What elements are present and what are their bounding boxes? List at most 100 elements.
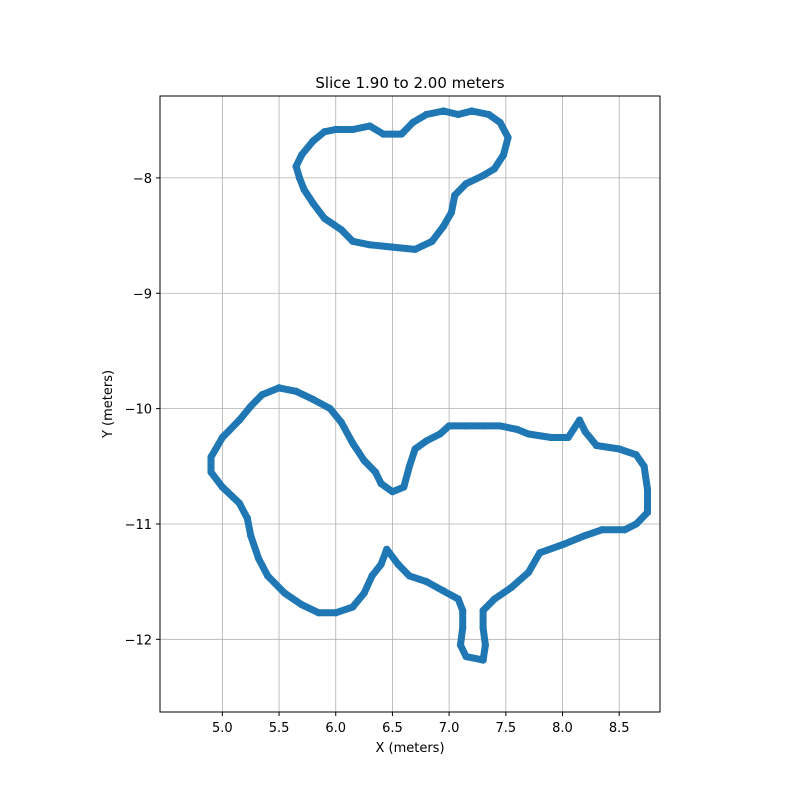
scatter-point (309, 199, 317, 207)
scatter-point (368, 572, 376, 580)
scatter-point (295, 174, 304, 182)
scatter-point (428, 237, 436, 245)
scatter-point (377, 479, 385, 488)
scatter-point (394, 560, 402, 568)
scatter-point (281, 589, 289, 597)
scatter-point (366, 122, 374, 130)
scatter-point (320, 214, 328, 222)
scatter-point (360, 456, 368, 465)
scatter-point (337, 418, 346, 427)
scatter-point (388, 130, 397, 138)
scatter-point (592, 441, 601, 450)
scatter-point (621, 526, 629, 534)
scatter-point (581, 531, 589, 540)
x-tick-label: 6.0 (325, 721, 346, 736)
scatter-point (598, 526, 606, 534)
scatter-point (315, 609, 323, 617)
scatter-point (255, 554, 263, 563)
scatter-point (405, 572, 414, 580)
scatter-point (558, 541, 567, 549)
scatter-point (459, 606, 467, 615)
scatter-point (439, 107, 448, 115)
scatter-point (298, 601, 306, 609)
scatter-point (479, 656, 487, 664)
scatter-point (422, 437, 431, 445)
y-tick-label: −12 (125, 633, 152, 648)
scatter-point (326, 405, 334, 413)
scatter-point (300, 185, 308, 194)
scatter-point (499, 151, 508, 159)
scatter-point (349, 439, 357, 447)
scatter-point (643, 508, 652, 517)
scatter-point (513, 425, 521, 433)
scatter-point (490, 595, 499, 603)
scatter-point (258, 391, 266, 399)
x-tick-label: 8.5 (609, 721, 630, 736)
scatter-point (454, 110, 462, 119)
x-tick-label: 6.5 (382, 721, 403, 736)
y-tick-label: −11 (125, 518, 152, 533)
scatter-point (436, 430, 444, 438)
x-tick-label: 8.0 (552, 721, 573, 736)
scatter-point (397, 130, 406, 138)
scatter-point (366, 241, 374, 249)
scatter-point (298, 151, 306, 159)
scatter-point (411, 245, 419, 254)
scatter-point (247, 402, 255, 410)
scatter-point (235, 416, 243, 424)
scatter-point (536, 549, 544, 557)
scatter-point (422, 110, 431, 119)
scatter-point (490, 165, 499, 173)
x-tick-label: 5.0 (212, 721, 233, 736)
scatter-point (479, 422, 487, 430)
scatter-point (292, 162, 300, 170)
scatter-point (456, 641, 465, 649)
y-tick-label: −9 (133, 287, 152, 302)
scatter-point (218, 483, 226, 491)
scatter-point (643, 485, 652, 493)
y-axis-label: Y (meters) (101, 370, 116, 439)
x-tick-label: 7.5 (495, 721, 516, 736)
scatter-point (462, 422, 470, 430)
scatter-point (275, 384, 283, 392)
scatter-point (388, 488, 397, 496)
scatter-point (640, 462, 648, 470)
scatter-point (632, 520, 640, 528)
scatter-point (388, 243, 397, 251)
scatter-point (349, 237, 357, 245)
data-points (207, 107, 652, 664)
scatter-point (575, 416, 584, 424)
scatter-point (462, 180, 470, 188)
scatter-point (337, 226, 346, 234)
scatter-point (411, 445, 419, 453)
scatter-point (479, 171, 487, 180)
scatter-point (615, 445, 623, 453)
scatter-point (383, 545, 391, 553)
y-tick-label: −10 (125, 403, 152, 418)
scatter-point (481, 641, 489, 649)
scatter-point (264, 572, 272, 580)
scatter-point (507, 583, 516, 592)
scatter-point (524, 568, 533, 577)
scatter-point (524, 430, 533, 438)
scatter-point (400, 483, 408, 491)
scatter-point (445, 422, 453, 430)
scatter-point (349, 125, 357, 134)
chart-title: Slice 1.90 to 2.00 meters (315, 74, 504, 92)
scatter-point (485, 110, 493, 119)
scatter-point (581, 428, 589, 436)
scatter-point (207, 468, 215, 476)
scatter-point (454, 595, 462, 603)
scatter-point (547, 433, 555, 442)
scatter-point (564, 433, 572, 442)
x-axis-label: X (meters) (375, 741, 444, 756)
y-tick-label: −8 (133, 172, 152, 187)
scatter-point (235, 499, 243, 507)
plot-area-background (160, 96, 660, 712)
scatter-point (360, 589, 368, 597)
scatter-point (409, 118, 417, 127)
scatter-point (247, 531, 255, 540)
scatter-point (479, 606, 487, 615)
scatter-point (632, 451, 640, 459)
